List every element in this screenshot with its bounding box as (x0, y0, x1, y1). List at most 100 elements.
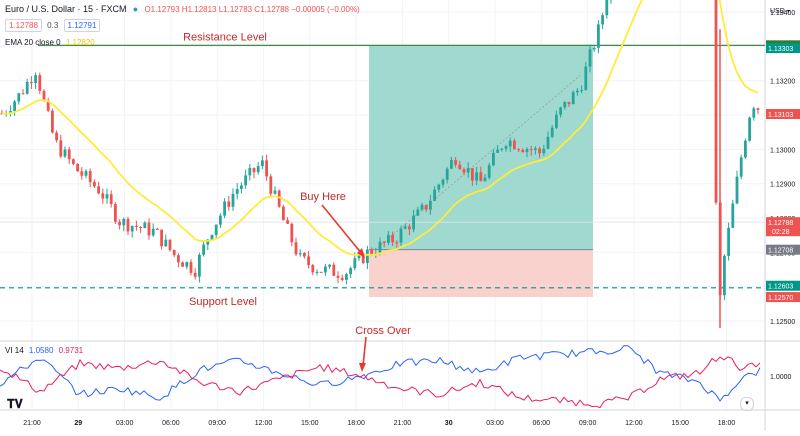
candle-up (185, 262, 189, 267)
candle-up (202, 244, 205, 255)
candle-up (403, 226, 407, 229)
profit-zone (369, 45, 593, 250)
candle-down (189, 262, 193, 273)
candle-up (399, 228, 403, 243)
ema-label: EMA 20 close 0 (5, 38, 61, 47)
candle-up (328, 264, 331, 267)
price-level-label: 1.12570 (768, 295, 793, 302)
candle-up (122, 218, 126, 226)
candle-down (76, 163, 79, 172)
countdown-label: 02:28 (772, 229, 790, 236)
candle-down (88, 171, 92, 182)
candle-down (118, 221, 121, 226)
candle-up (273, 190, 277, 194)
candle-up (235, 189, 239, 194)
currency-selector[interactable]: USD ▾ (770, 6, 790, 15)
candle-down (30, 81, 33, 84)
price-level-label: 1.13303 (768, 46, 793, 53)
candle-down (67, 149, 71, 160)
support-label: Support Level (189, 296, 257, 308)
candle-up (210, 234, 214, 240)
candle-up (17, 93, 21, 102)
candle-up (223, 201, 226, 216)
time-tick-label: 09:00 (579, 420, 597, 427)
time-tick-label: 18:00 (347, 420, 365, 427)
candle-down (521, 149, 525, 153)
candle-up (496, 149, 499, 153)
candle-up (466, 168, 470, 173)
time-tick-label: 21:00 (23, 420, 41, 427)
candle-down (93, 181, 96, 187)
candle-up (420, 204, 424, 210)
time-tick-label: 18:00 (718, 420, 736, 427)
candle-down (424, 204, 428, 210)
candle-up (437, 184, 441, 190)
candle-up (597, 24, 600, 48)
vi-plus-value: 1.0580 (28, 346, 54, 355)
candle-down (59, 140, 63, 157)
cross-arrow (362, 336, 367, 367)
candle-down (147, 222, 151, 236)
candle-up (429, 200, 432, 210)
candle-down (340, 277, 344, 280)
candle-up (433, 189, 436, 201)
candle-up (555, 114, 558, 128)
legend-header: Euro / U.S. Dollar · 15 · FXCM ● O1.1279… (5, 4, 360, 14)
buy-arrow (321, 204, 363, 255)
candle-up (349, 268, 352, 275)
candle-up (601, 15, 604, 25)
candle-up (198, 254, 201, 277)
candle-up (84, 171, 88, 176)
candle-up (324, 266, 327, 273)
sell-price-button[interactable]: 1.12788 (5, 19, 42, 32)
candle-down (135, 226, 138, 228)
candle-down (55, 132, 58, 141)
ema-legend: EMA 20 close 0 1.12820 (5, 38, 95, 47)
vi-minus-value: 0.9731 (58, 346, 84, 355)
candle-up (378, 241, 382, 254)
candle-down (0, 113, 4, 115)
candle-up (13, 101, 16, 112)
candle-up (508, 140, 512, 147)
chevron-down-icon[interactable]: ▾ (740, 397, 754, 411)
time-tick-label: 12:00 (625, 420, 643, 427)
candle-down (282, 206, 285, 221)
candle-up (240, 185, 243, 190)
candle-up (143, 222, 147, 229)
time-tick-label: 21:00 (394, 420, 412, 427)
candle-down (529, 149, 533, 151)
ema-value: 1.12820 (65, 38, 95, 47)
candle-down (462, 169, 466, 173)
candles-layer (0, 0, 760, 328)
candle-up (752, 108, 756, 118)
spread-value: 0.3 (47, 21, 59, 30)
time-tick-label: 12:00 (255, 420, 273, 427)
candle-down (286, 220, 289, 224)
currency-label: USD (770, 8, 785, 15)
symbol-title[interactable]: Euro / U.S. Dollar · 15 · FXCM (5, 4, 127, 14)
projection-line (371, 75, 581, 253)
resistance-label: Resistance Level (183, 31, 267, 43)
candle-down (319, 271, 323, 273)
price-level-label: 1.12708 (768, 248, 793, 255)
candle-down (513, 140, 516, 150)
candle-up (735, 176, 739, 204)
candle-down (361, 253, 365, 264)
candle-up (256, 166, 260, 173)
ema-20-line (1, 0, 759, 257)
candle-up (559, 107, 562, 115)
price-level-tag (766, 244, 800, 255)
time-tick-label: 09:00 (208, 420, 226, 427)
cross-arrow-head (359, 363, 366, 372)
candle-down (458, 164, 462, 170)
candle-down (193, 272, 197, 277)
candle-down (109, 194, 113, 205)
vi-tick-label: 1.0000 (770, 374, 792, 381)
vortex-indicator-pane (0, 345, 761, 409)
candle-up (739, 157, 743, 177)
candle-down (252, 167, 256, 173)
buy-price-button[interactable]: 1.12791 (63, 19, 101, 32)
candle-down (269, 176, 273, 194)
vi-minus-line (0, 356, 761, 409)
